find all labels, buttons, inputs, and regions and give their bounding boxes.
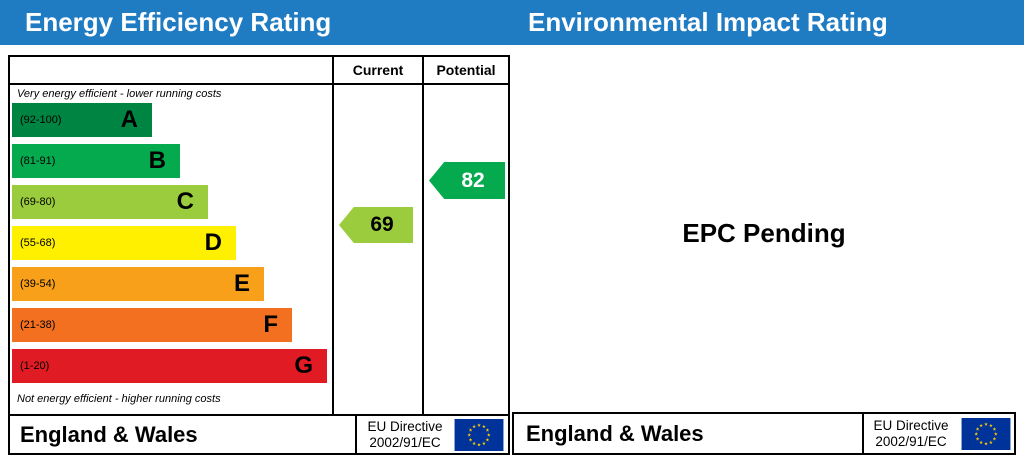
band-a: (92-100) A <box>12 103 152 137</box>
band-b-letter: B <box>148 147 166 174</box>
band-c-range: (69-80) <box>20 196 56 208</box>
eu-directive-label: EU Directive 2002/91/EC <box>360 419 450 451</box>
band-c-letter: C <box>176 188 194 215</box>
band-a-range: (92-100) <box>20 114 62 126</box>
top-caption: Very energy efficient - lower running co… <box>17 88 222 100</box>
eu-directive-line1: EU Directive <box>367 419 443 434</box>
potential-rating-arrow: 82 <box>429 162 505 199</box>
band-f-letter: F <box>263 311 278 338</box>
band-e-range: (39-54) <box>20 278 56 290</box>
band-f-range: (21-38) <box>20 319 56 331</box>
potential-rating-value: 82 <box>461 168 485 192</box>
band-d: (55-68) D <box>12 226 236 260</box>
eu-flag-icon <box>961 418 1011 450</box>
column-header-potential: Potential <box>436 62 496 78</box>
potential-column-line <box>422 57 424 414</box>
band-a-letter: A <box>120 106 138 133</box>
eu-directive-label: EU Directive 2002/91/EC <box>866 418 956 450</box>
current-column-line <box>332 57 334 414</box>
bottom-caption: Not energy efficient - higher running co… <box>17 393 221 405</box>
band-f: (21-38) F <box>12 308 292 342</box>
band-b: (81-91) B <box>12 144 180 178</box>
band-e-letter: E <box>233 270 250 297</box>
band-g: (1-20) G <box>12 349 327 383</box>
eu-directive-line1: EU Directive <box>873 418 949 433</box>
band-d-letter: D <box>204 229 222 256</box>
energy-efficiency-title: Energy Efficiency Rating <box>25 7 332 37</box>
eu-directive-line2: 2002/91/EC <box>875 434 947 449</box>
environmental-impact-title: Environmental Impact Rating <box>528 7 888 37</box>
band-e: (39-54) E <box>12 267 264 301</box>
band-g-letter: G <box>294 352 313 379</box>
energy-efficiency-chart: Current Potential Very energy efficient … <box>8 55 510 455</box>
footer-divider <box>355 416 357 453</box>
title-bar: Energy Efficiency Rating Environmental I… <box>0 0 1024 45</box>
region-label: England & Wales <box>20 422 198 447</box>
region-label: England & Wales <box>526 421 704 446</box>
band-c: (69-80) C <box>12 185 208 219</box>
eu-flag-icon <box>454 419 504 451</box>
eu-directive-line2: 2002/91/EC <box>369 435 441 450</box>
current-rating-value: 69 <box>370 213 394 236</box>
right-footer: England & Wales EU Directive 2002/91/EC <box>512 412 1016 455</box>
epc-pending-message: EPC Pending <box>682 218 846 248</box>
band-d-range: (55-68) <box>20 237 56 249</box>
footer-divider <box>862 414 864 453</box>
left-footer: England & Wales EU Directive 2002/91/EC <box>10 414 508 453</box>
band-g-range: (1-20) <box>20 360 50 372</box>
current-rating-arrow: 69 <box>339 207 413 243</box>
band-b-range: (81-91) <box>20 155 56 167</box>
column-header-current: Current <box>352 62 404 78</box>
column-header-divider <box>10 83 508 85</box>
